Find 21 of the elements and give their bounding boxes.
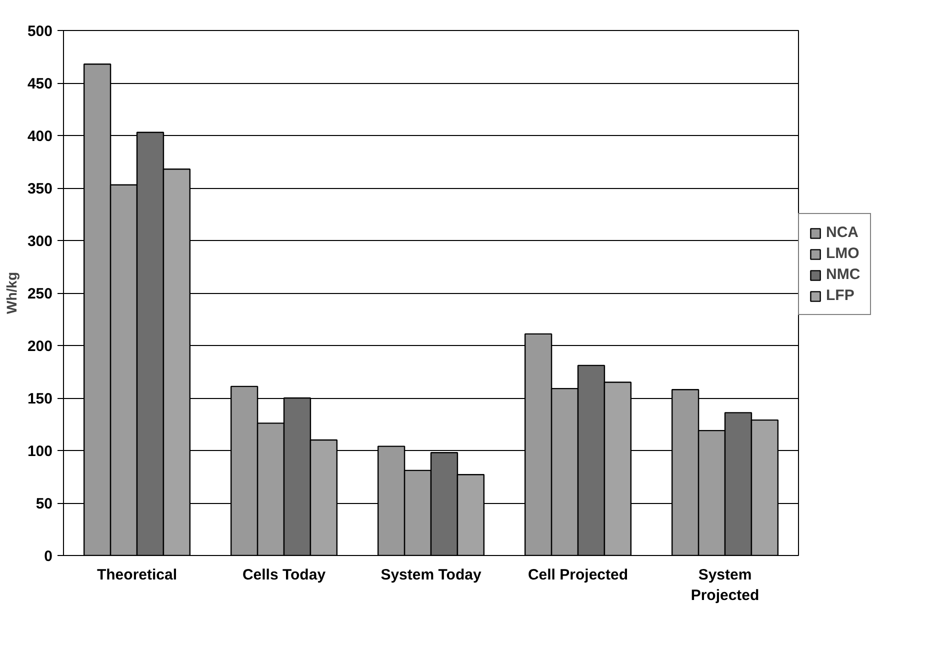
x-tick-label: System Projected	[690, 566, 760, 604]
legend-label: NMC	[826, 266, 860, 283]
y-tick-label: 450	[27, 76, 53, 92]
y-tick-label: 150	[27, 390, 53, 408]
y-tick-label: 50	[36, 496, 53, 512]
y-tick-label: 500	[27, 23, 53, 40]
legend-label: NCA	[826, 224, 858, 241]
y-tick-label: 400	[27, 128, 53, 145]
y-tick-label: 100	[27, 443, 53, 460]
x-tick-label: Cell Projected	[528, 566, 628, 584]
y-tick-label: 0	[44, 548, 52, 565]
y-axis-title: Wh/kg	[3, 272, 20, 314]
legend-label: LFP	[826, 287, 854, 304]
y-tick-label: 200	[27, 338, 53, 355]
y-tick-label: 350	[27, 180, 53, 198]
x-tick-label: Cells Today	[242, 566, 326, 584]
x-tick-label: System Today	[380, 566, 482, 584]
y-tick-label: 300	[27, 233, 53, 250]
y-tick-label: 250	[27, 286, 53, 302]
x-tick-label: Theoretical	[96, 566, 178, 584]
legend-label: LMO	[826, 245, 860, 262]
